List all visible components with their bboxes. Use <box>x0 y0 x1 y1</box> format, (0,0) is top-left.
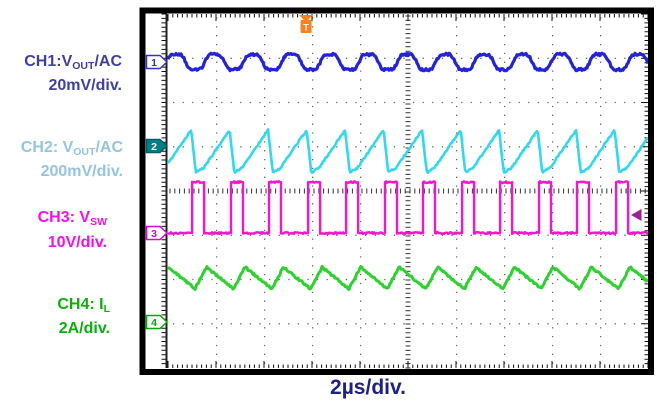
ch2-marker-flag: 2 <box>145 138 169 154</box>
ch1-trace <box>166 51 650 73</box>
marker-flag-shape <box>145 54 169 70</box>
ch3-level-arrow-icon <box>631 209 642 221</box>
ch1-marker-flag: 1 <box>145 54 169 70</box>
marker-digit: 2 <box>151 141 157 153</box>
marker-flag-shape <box>145 314 169 330</box>
ch4-scale-label: 2A/div. <box>58 320 110 337</box>
ch3-trace <box>167 180 649 236</box>
trigger-label: T <box>303 23 309 34</box>
trigger-body <box>300 20 312 33</box>
trigger-marker: T <box>299 15 313 34</box>
ch1-label: CH1:VOUT/AC <box>24 53 122 72</box>
marker-flag-shape <box>145 138 169 154</box>
ch4-trace <box>167 264 650 291</box>
ch2-trace <box>166 128 649 174</box>
ch3-marker-flag: 3 <box>145 225 169 241</box>
marker-digit: 1 <box>151 57 157 69</box>
ch4-label: CH4: IL <box>57 296 110 315</box>
trigger-arrow-icon <box>299 15 313 22</box>
scope-frame <box>139 7 654 375</box>
timebase-label: 2µs/div. <box>330 376 406 399</box>
ch3-label: CH3: VSW <box>37 209 107 228</box>
ch1-scale-label: 20mV/div. <box>48 77 122 94</box>
ch3-scale-label: 10V/div. <box>47 234 107 251</box>
ch2-label: CH2: VOUT/AC <box>20 139 123 158</box>
marker-digit: 4 <box>151 317 157 329</box>
ch2-scale-label: 200mV/div. <box>40 163 123 180</box>
marker-flag-shape <box>145 225 169 241</box>
ch4-marker-flag: 4 <box>145 314 169 330</box>
marker-digit: 3 <box>151 228 157 240</box>
